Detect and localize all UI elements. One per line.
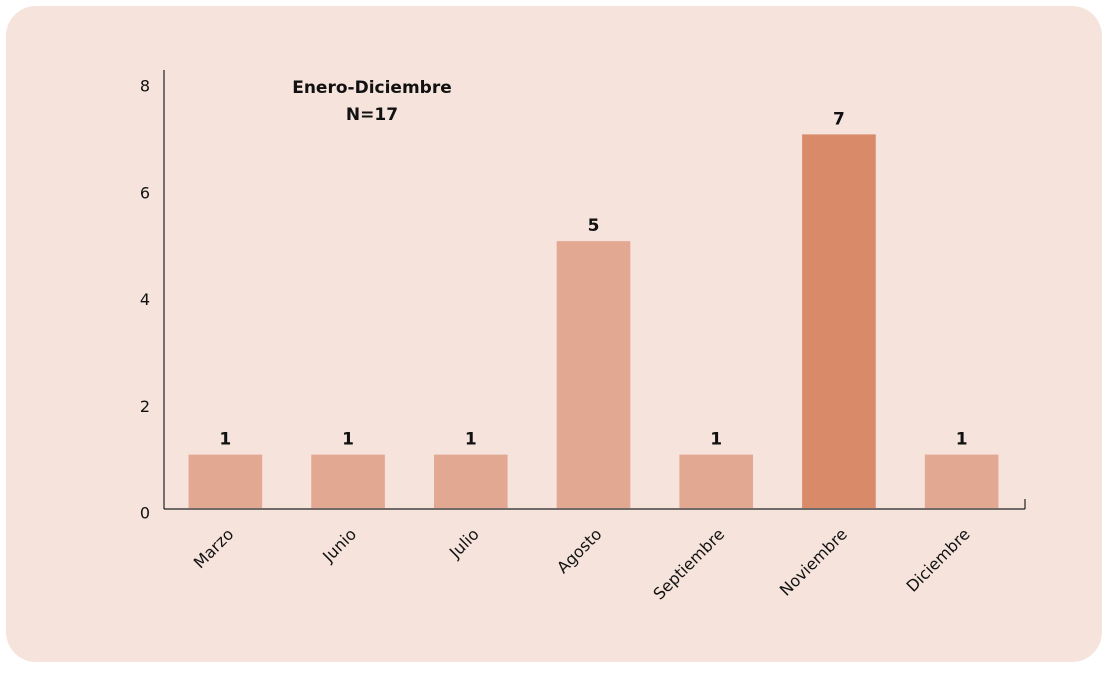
value-label: 7: [833, 109, 845, 129]
bar: [679, 454, 754, 508]
y-tick-label: 2: [140, 397, 150, 416]
value-label: 1: [956, 430, 968, 450]
bar: [433, 454, 508, 508]
value-label: 1: [710, 430, 722, 450]
chart-subtitle: N=17: [346, 105, 398, 125]
bar: [556, 241, 631, 508]
bar: [924, 454, 999, 508]
bar: [311, 454, 385, 508]
y-tick-label: 0: [140, 504, 150, 523]
y-tick-label: 4: [140, 290, 150, 309]
bar: [802, 134, 876, 508]
value-label: 1: [219, 430, 231, 450]
value-label: 1: [465, 430, 477, 450]
value-label: 1: [342, 430, 354, 450]
y-tick-label: 8: [140, 77, 150, 96]
y-tick-label: 6: [140, 183, 150, 202]
bar: [188, 454, 263, 508]
value-label: 5: [588, 216, 600, 236]
chart-title: Enero-Diciembre: [292, 78, 452, 98]
